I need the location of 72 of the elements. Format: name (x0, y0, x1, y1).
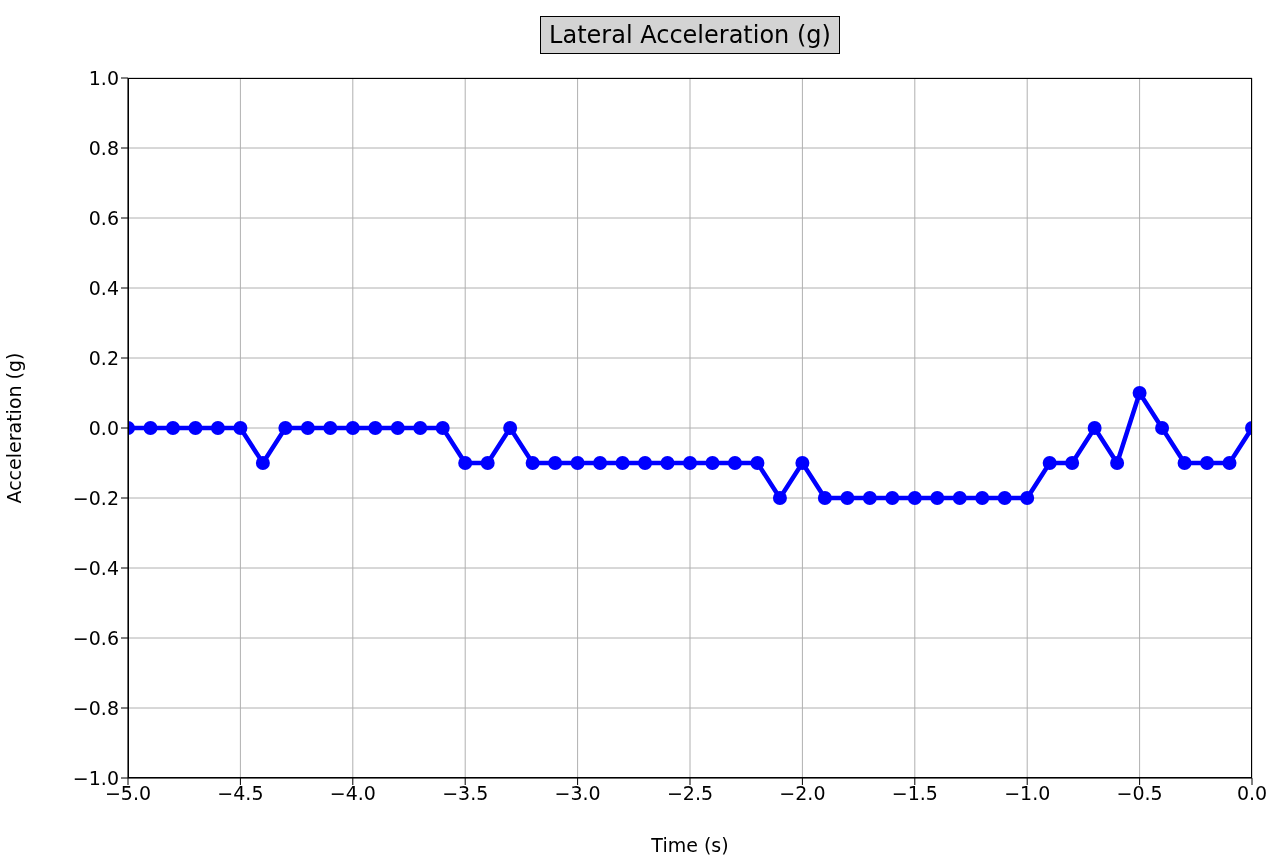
point (1200, 456, 1215, 470)
point (727, 456, 742, 470)
point (638, 456, 653, 470)
point (1110, 456, 1125, 470)
point (1020, 491, 1035, 505)
x-tick-label: −1.0 (1004, 782, 1051, 805)
point (705, 456, 720, 470)
x-tick-label: −4.5 (217, 782, 264, 805)
point (480, 456, 495, 470)
point (345, 421, 360, 435)
point (570, 456, 585, 470)
x-tick-label: 0.0 (1236, 782, 1268, 805)
x-tick-label: −4.0 (329, 782, 376, 805)
point (1177, 456, 1192, 470)
point (233, 421, 248, 435)
point (390, 421, 405, 435)
x-tick-label: −3.0 (554, 782, 601, 805)
point (413, 421, 428, 435)
point (840, 491, 855, 505)
point (143, 421, 158, 435)
point (1155, 421, 1170, 435)
point (503, 421, 518, 435)
point (907, 491, 922, 505)
point (1065, 456, 1080, 470)
point (188, 421, 203, 435)
point (660, 456, 675, 470)
point (862, 491, 877, 505)
y-tick-label: 0.0 (88, 416, 119, 439)
y-tick-label: 0.2 (88, 346, 119, 369)
y-tick-label: −0.6 (72, 626, 119, 649)
point (930, 491, 945, 505)
point (885, 491, 900, 505)
y-tick-label: 0.6 (88, 206, 119, 229)
point (795, 456, 810, 470)
point (525, 456, 540, 470)
point (997, 491, 1012, 505)
point (952, 491, 967, 505)
point (548, 456, 563, 470)
point (772, 491, 787, 505)
y-tick-label: −0.4 (72, 556, 119, 579)
x-tick-label: −3.5 (442, 782, 489, 805)
point (817, 491, 832, 505)
point (615, 456, 630, 470)
point (975, 491, 990, 505)
x-axis-title: Time (s) (650, 834, 729, 856)
point (1042, 456, 1057, 470)
chart-title: Lateral Acceleration (g) (540, 16, 840, 54)
x-tick-label: −2.0 (779, 782, 826, 805)
y-tick-label: −0.2 (72, 486, 119, 509)
point (255, 456, 270, 470)
point (435, 421, 450, 435)
point (300, 421, 315, 435)
y-tick-label: −0.8 (72, 696, 119, 719)
y-tick-label: 1.0 (88, 66, 119, 89)
x-tick-label: −2.5 (666, 782, 714, 805)
point (1132, 386, 1147, 400)
point (1087, 421, 1102, 435)
point (323, 421, 338, 435)
x-tick-label: −0.5 (1116, 782, 1163, 805)
y-tick-label: 0.8 (88, 136, 119, 159)
point (1222, 456, 1237, 470)
point (683, 456, 697, 470)
point (165, 421, 180, 435)
point (278, 421, 293, 435)
point (458, 456, 473, 470)
point (368, 421, 383, 435)
x-tick-label: −1.5 (891, 782, 938, 805)
y-axis-title: Acceleration (g) (2, 352, 25, 504)
point (750, 456, 765, 470)
point (210, 421, 225, 435)
point (593, 456, 608, 470)
y-tick-label: 0.4 (88, 276, 119, 299)
